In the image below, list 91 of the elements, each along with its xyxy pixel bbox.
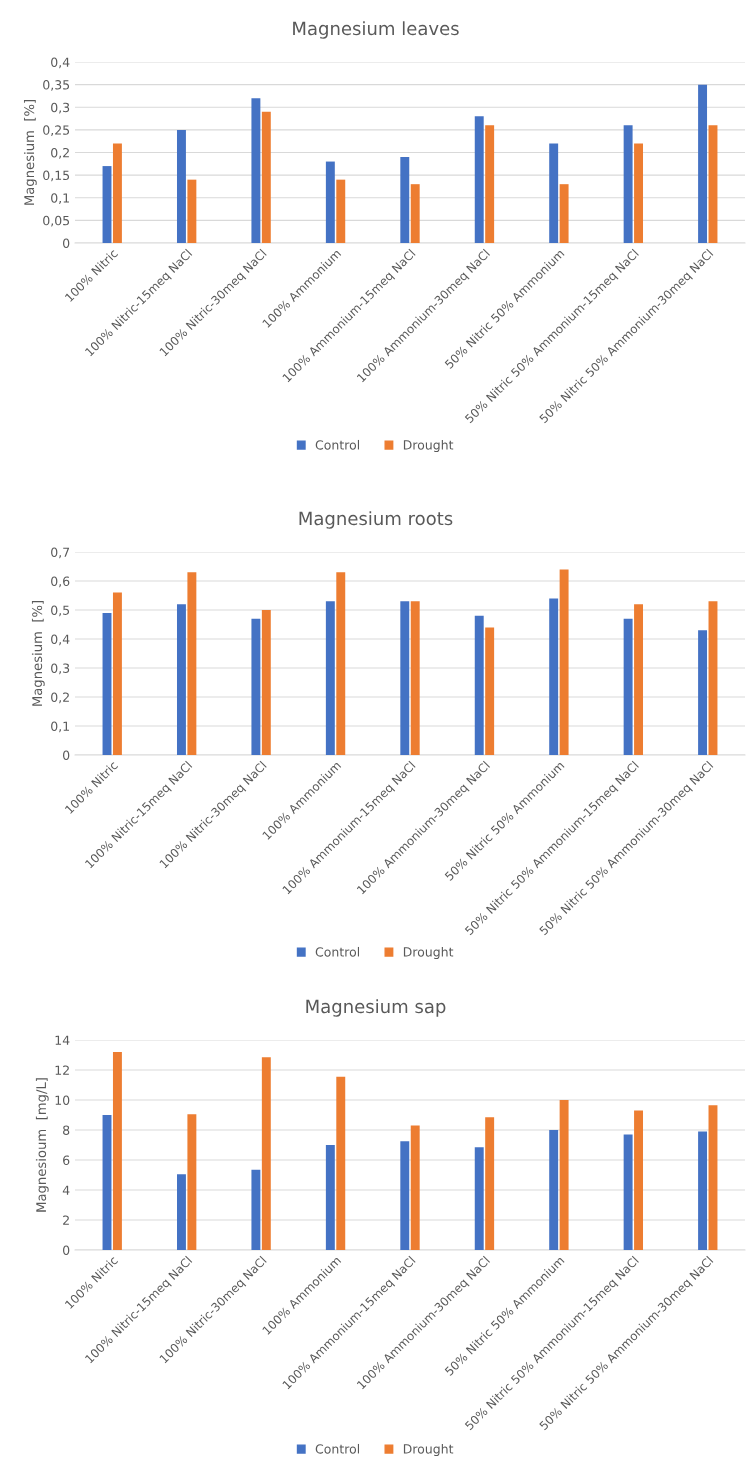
y-tick-label: 0	[63, 238, 70, 248]
y-tick-label: 0,15	[43, 170, 70, 182]
y-tick-label: 10	[55, 1095, 70, 1105]
y-tick-label: 0,25	[43, 125, 70, 137]
bar	[251, 98, 261, 243]
bar	[400, 157, 410, 243]
bar	[176, 1174, 186, 1250]
bar	[559, 184, 569, 243]
y-tick-label: 2	[63, 1215, 69, 1225]
bar	[112, 592, 122, 755]
bar	[708, 1105, 718, 1250]
y-tick-label: 12	[55, 1065, 69, 1075]
bar	[325, 601, 335, 755]
y-tick-label: 0,3	[51, 102, 70, 114]
bar	[474, 615, 484, 755]
legend-label: Drought	[403, 946, 454, 960]
y-tick-label: 0,2	[51, 147, 69, 159]
y-tick-label: 0,3	[51, 663, 70, 675]
bar	[559, 569, 569, 755]
y-tick-label: 0,35	[43, 80, 70, 91]
bar	[400, 601, 410, 755]
bar	[634, 143, 644, 243]
legend-label: Control	[315, 439, 360, 450]
bar	[102, 166, 112, 243]
chart-title: Magnesium leaves	[293, 21, 459, 39]
y-tick-label: 0	[63, 750, 70, 760]
bar	[623, 125, 633, 243]
bar	[708, 601, 718, 755]
bar	[485, 125, 495, 243]
bar	[410, 1125, 420, 1250]
bar	[187, 1114, 197, 1250]
bar	[410, 601, 420, 755]
y-axis-title: Magnesium [%]	[31, 600, 45, 706]
chart-title: Magnesium sap	[306, 999, 446, 1017]
bar	[261, 610, 271, 755]
y-tick-label: 0,2	[51, 692, 69, 704]
y-tick-label: 0,4	[51, 57, 70, 69]
bar	[325, 1145, 335, 1250]
bar	[698, 630, 708, 755]
y-tick-label: 8	[63, 1125, 70, 1135]
bar	[251, 618, 261, 755]
y-tick-label: 14	[55, 1035, 70, 1045]
bar	[261, 111, 271, 243]
y-tick-label: 0,05	[43, 215, 70, 227]
y-axis-title: Magnesioum [mg/L]	[35, 1078, 49, 1212]
y-tick-label: 0,5	[51, 605, 70, 617]
legend-label: Control	[315, 946, 360, 957]
bar	[400, 1141, 410, 1250]
chart-title: Magnesium roots	[299, 511, 453, 529]
bar	[559, 1100, 569, 1250]
bar	[634, 604, 644, 755]
bar	[410, 184, 420, 243]
bar	[261, 1057, 271, 1250]
bar	[187, 572, 197, 755]
bar	[708, 125, 718, 243]
y-tick-label: 0,6	[51, 576, 70, 588]
legend-label: Drought	[403, 439, 454, 453]
bar	[251, 1169, 261, 1250]
y-tick-label: 6	[63, 1155, 70, 1165]
y-tick-label: 0,7	[51, 547, 70, 559]
bar	[698, 1131, 708, 1250]
y-tick-label: 4	[62, 1185, 70, 1195]
bar	[187, 179, 197, 243]
bar	[102, 612, 112, 755]
y-tick-label: 0,1	[51, 193, 69, 204]
bar	[623, 1134, 633, 1250]
y-tick-label: 0,1	[51, 721, 69, 733]
bar	[112, 1052, 122, 1250]
bar	[623, 618, 633, 755]
bar	[549, 1130, 559, 1250]
legend-label: Control	[315, 1443, 360, 1454]
bar	[336, 572, 346, 755]
bar	[698, 84, 708, 243]
bar	[634, 1110, 644, 1250]
bar	[176, 604, 186, 755]
bar	[336, 1076, 346, 1250]
legend-label: Drought	[403, 1443, 454, 1457]
bar	[112, 143, 122, 243]
y-axis-title: Magnesium [%]	[23, 99, 37, 205]
bar	[485, 1117, 495, 1250]
bar	[485, 627, 495, 755]
bar	[549, 598, 559, 755]
bar	[176, 129, 186, 243]
y-tick-label: 0,4	[51, 634, 70, 646]
bar	[336, 179, 346, 243]
bar	[549, 143, 559, 243]
bar	[102, 1115, 112, 1250]
bar	[474, 1147, 484, 1250]
bar	[325, 161, 335, 243]
bar	[474, 116, 484, 243]
y-tick-label: 0	[63, 1245, 70, 1255]
